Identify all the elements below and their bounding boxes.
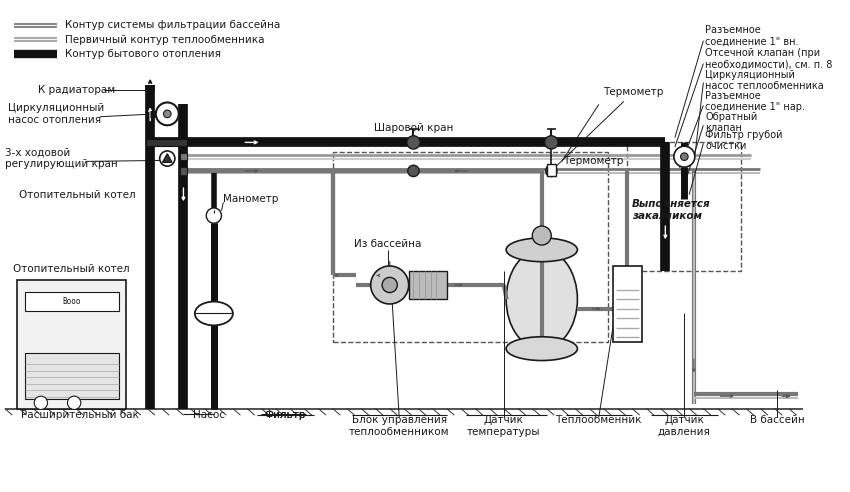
Text: Обратный
клапан: Обратный клапан	[706, 112, 757, 133]
Bar	[179, 167, 187, 175]
Bar	[25, 353, 119, 399]
Text: Разъемное
соединение 1" вн.: Разъемное соединение 1" вн.	[706, 25, 799, 47]
Bar	[25, 292, 119, 310]
Circle shape	[163, 110, 171, 118]
Ellipse shape	[506, 238, 577, 262]
Circle shape	[545, 136, 558, 149]
Text: Отопительный котел: Отопительный котел	[19, 190, 136, 200]
Bar	[179, 153, 187, 160]
Text: Блок управления
теплообменником: Блок управления теплообменником	[349, 415, 450, 437]
Text: Манометр: Манометр	[224, 194, 279, 205]
Text: Циркуляционный
насос отопления: Циркуляционный насос отопления	[8, 103, 104, 124]
Text: В бассейн: В бассейн	[750, 415, 805, 425]
Ellipse shape	[195, 302, 233, 325]
Text: Расширительный бак: Расширительный бак	[21, 410, 139, 420]
Circle shape	[681, 153, 688, 160]
Text: Насос: Насос	[193, 410, 225, 420]
Text: Booo: Booo	[62, 297, 81, 306]
Circle shape	[407, 136, 420, 149]
Circle shape	[160, 151, 175, 166]
Text: Разъемное
соединение 1" нар.: Разъемное соединение 1" нар.	[706, 91, 805, 112]
Bar	[613, 266, 642, 342]
Text: Фильтр: Фильтр	[264, 410, 306, 420]
Text: Выполняется
заказчиком: Выполняется заказчиком	[632, 199, 711, 221]
Bar	[146, 139, 187, 146]
Bar	[409, 271, 447, 299]
Text: К радиаторам: К радиаторам	[38, 85, 115, 95]
Text: 3-х ходовой
регулирующий кран: 3-х ходовой регулирующий кран	[5, 148, 117, 169]
Circle shape	[67, 396, 81, 409]
Circle shape	[207, 208, 222, 223]
Text: Контур бытового отопления: Контур бытового отопления	[65, 49, 221, 59]
Circle shape	[34, 396, 48, 409]
Text: Термометр: Термометр	[553, 87, 664, 169]
Text: Шаровой кран: Шаровой кран	[374, 123, 453, 133]
Circle shape	[408, 165, 419, 177]
Text: Датчик
давления: Датчик давления	[658, 415, 711, 437]
Circle shape	[382, 277, 397, 293]
Text: Циркуляционный
насос теплообменника: Циркуляционный насос теплообменника	[706, 70, 824, 92]
Text: Контур системы фильтрации бассейна: Контур системы фильтрации бассейна	[65, 21, 280, 31]
Bar	[17, 280, 127, 408]
Ellipse shape	[506, 337, 577, 361]
Text: Фильтр грубой
очистки: Фильтр грубой очистки	[706, 130, 783, 152]
Bar	[627, 142, 741, 271]
Text: Отопительный котел: Отопительный котел	[13, 264, 129, 274]
Text: Фильтр: Фильтр	[264, 410, 306, 420]
Ellipse shape	[506, 249, 577, 349]
Circle shape	[532, 226, 552, 245]
Text: Отсечной клапан (при
необходимости), см. п. 8: Отсечной клапан (при необходимости), см.…	[706, 48, 833, 69]
Bar	[547, 164, 556, 176]
Text: Датчик
температуры: Датчик температуры	[467, 415, 541, 437]
Circle shape	[371, 266, 409, 304]
Circle shape	[674, 146, 694, 167]
Text: Из бассейна: Из бассейна	[354, 239, 422, 249]
Circle shape	[156, 102, 178, 125]
Text: Теплообменник: Теплообменник	[556, 415, 642, 425]
Text: Термометр: Термометр	[563, 156, 623, 166]
Polygon shape	[162, 154, 172, 162]
Circle shape	[546, 165, 557, 177]
Text: Первичный контур теплообменника: Первичный контур теплообменника	[65, 35, 264, 45]
Bar	[332, 152, 609, 342]
